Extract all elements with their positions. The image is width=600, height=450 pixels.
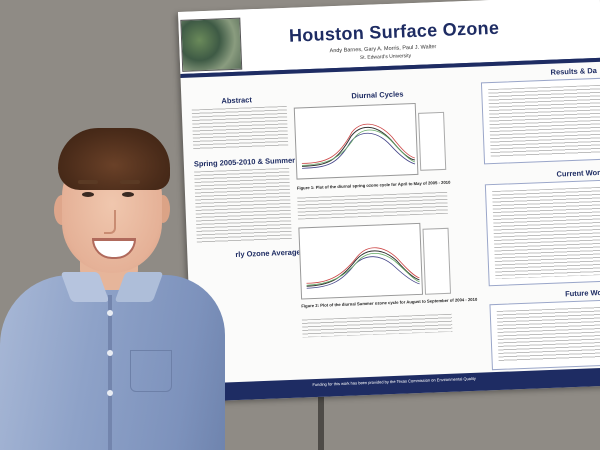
figure-1-caption: Figure 1: Plot of the diurnal spring ozo… (296, 179, 451, 191)
abstract-heading: Abstract (221, 95, 253, 106)
eye-right (122, 192, 134, 197)
shirt-button (107, 310, 113, 316)
figure-1-plot (293, 102, 419, 180)
shirt-button (107, 350, 113, 356)
current-work-heading: Current Work (556, 167, 600, 179)
future-work-heading: Future Work (564, 287, 600, 299)
diurnal-heading: Diurnal Cycles (351, 89, 404, 101)
figure-2-legend (422, 227, 452, 295)
results-heading: Results & Da (550, 65, 597, 77)
future-work-box (489, 299, 600, 371)
figure-1-legend (418, 111, 447, 171)
research-poster: Houston Surface Ozone Andy Barnes, Gary … (178, 0, 600, 402)
results-text (488, 84, 600, 158)
person (0, 60, 225, 450)
figure-2-caption: Figure 2: Plot of the diurnal Summer ozo… (301, 296, 478, 309)
eyebrow-right (120, 180, 140, 184)
shirt-button (107, 390, 113, 396)
eyebrow-left (78, 180, 98, 184)
figure-1-notes (297, 191, 448, 220)
poster-affiliation: St. Edward's University (359, 53, 412, 62)
shirt-pocket (130, 350, 172, 392)
footer-text: Funding for this work has been provided … (312, 375, 476, 388)
future-work-text (496, 306, 600, 363)
current-work-box (484, 179, 600, 287)
eye-left (82, 192, 94, 197)
poster-authors: Andy Barnes, Gary A. Morris, Paul J. Wal… (329, 44, 437, 55)
board-seam (318, 395, 324, 450)
figure-2-plot (298, 222, 424, 300)
results-box (480, 77, 600, 165)
figure-2-notes (301, 313, 453, 338)
hair (58, 128, 170, 190)
current-work-text (492, 186, 600, 280)
poster-title: Houston Surface Ozone (288, 17, 500, 46)
ozone-averages-heading: rly Ozone Averages (235, 247, 305, 259)
shirt (0, 275, 225, 450)
shirt-placket (108, 295, 112, 450)
nose (104, 210, 116, 234)
